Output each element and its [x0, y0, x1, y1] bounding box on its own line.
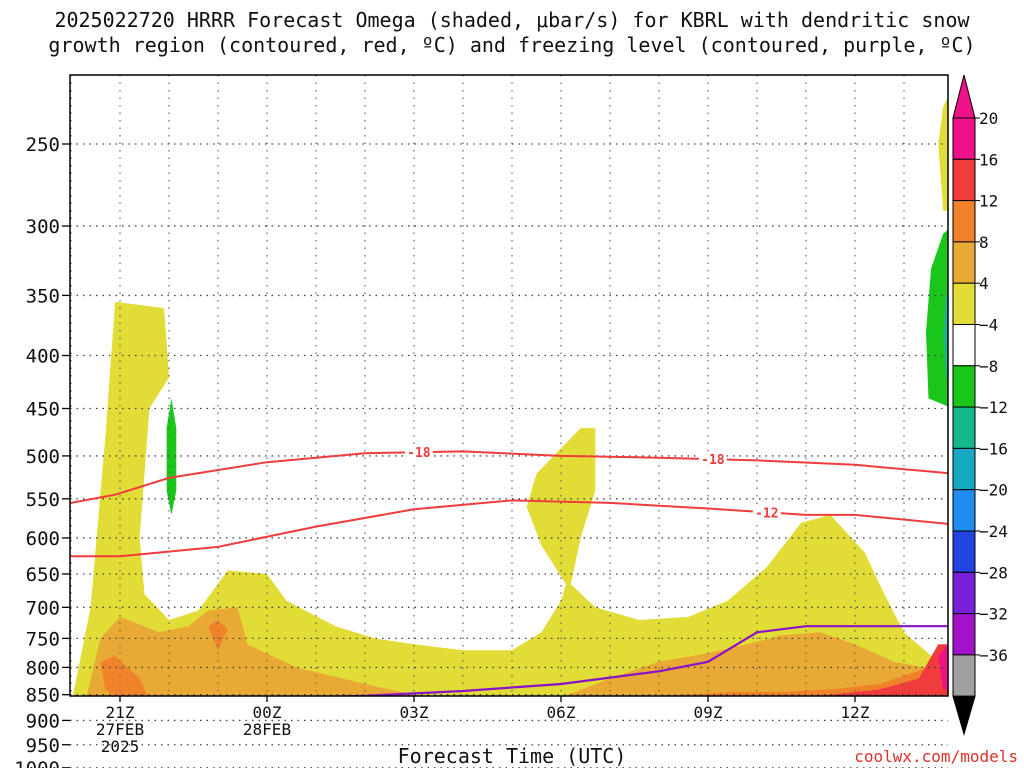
- omega-region--8: [166, 398, 177, 515]
- colorbar-label: −28: [979, 563, 1008, 582]
- colorbar-label: −32: [979, 605, 1008, 624]
- x-tick-label: 27FEB: [96, 720, 144, 739]
- omega-region-12: [100, 656, 148, 696]
- colorbar-label: −20: [979, 481, 1008, 500]
- colorbar-bin: [952, 241, 976, 284]
- omega-region--4: [189, 700, 243, 750]
- colorbar-label: 8: [979, 233, 989, 252]
- x-tick-label: 12Z: [841, 703, 870, 722]
- colorbar-label: 4: [979, 274, 989, 293]
- y-tick-label: 550: [26, 489, 60, 511]
- y-tick-label: 950: [26, 735, 60, 757]
- x-axis-label: Forecast Time (UTC): [397, 744, 627, 768]
- colorbar-bin: [952, 654, 976, 697]
- omega-region-8: [86, 607, 948, 696]
- colorbar-bin: [952, 571, 976, 615]
- freezing-level-line: [315, 625, 948, 696]
- site-credit: coolwx.com/models: [854, 747, 1018, 766]
- contour-lines: [70, 450, 948, 696]
- colorbar: 20 16 12 8 4 −4 −8 −12 −16 −20 −24 −28 −32 −36: [952, 74, 1008, 736]
- omega-region-12: [671, 662, 948, 696]
- colorbar-label: −16: [979, 439, 1008, 458]
- grid-lines: [70, 75, 948, 768]
- omega-region-4: [938, 96, 948, 211]
- dgz-label-bg: [752, 504, 781, 520]
- colorbar-bin: [952, 447, 976, 491]
- y-tick-label: 700: [26, 597, 60, 619]
- colorbar-label: −4: [979, 316, 998, 335]
- omega-region--8: [926, 229, 948, 407]
- colorbar-bin: [952, 117, 976, 160]
- dgz-contour--18: [70, 450, 948, 504]
- colorbar-label: 20: [979, 109, 998, 128]
- x-tick-label: 06Z: [547, 703, 576, 722]
- y-tick-label: 250: [26, 134, 60, 156]
- colorbar-bin: [952, 282, 976, 326]
- colorbar-bin: [952, 365, 976, 408]
- colorbar-bin: [952, 158, 976, 202]
- chart-title-line-2: growth region (contoured, red, ºC) and f…: [48, 33, 976, 57]
- dgz-label-bg: [404, 444, 433, 460]
- x-tick-label: 00Z: [253, 703, 282, 722]
- colorbar-bin: [952, 613, 976, 656]
- colorbar-label: 12: [979, 192, 998, 211]
- y-tick-label: 450: [26, 399, 60, 421]
- colorbar-label: −12: [979, 398, 1008, 417]
- y-tick-label: 300: [26, 216, 60, 238]
- colorbar-overflow-high: [952, 74, 976, 119]
- y-tick-label: 750: [26, 628, 60, 650]
- y-tick-label: 1000: [14, 758, 60, 768]
- dgz-label: -18: [407, 446, 431, 461]
- colorbar-label: −24: [979, 522, 1008, 541]
- y-tick-label: 500: [26, 446, 60, 468]
- x-tick-label: 09Z: [694, 703, 723, 722]
- colorbar-overflow-low: [952, 695, 976, 736]
- colorbar-bin: [952, 530, 976, 573]
- colorbar-bin: [952, 200, 976, 243]
- colorbar-bin: [952, 406, 976, 449]
- contour-labels: -18 -18 -12: [404, 444, 781, 521]
- omega-region-16: [806, 644, 948, 696]
- colorbar-bin: [952, 489, 976, 532]
- colorbar-label: −36: [979, 646, 1008, 665]
- y-axis: 250 300 350 400 450 500 550 600 650 700 750 800 850 9…: [14, 134, 70, 768]
- y-tick-label: 900: [26, 710, 60, 732]
- x-tick-label: 03Z: [400, 703, 429, 722]
- y-tick-label: 850: [26, 685, 60, 707]
- y-tick-label: 600: [26, 528, 60, 550]
- omega-region-12: [208, 620, 228, 651]
- x-tick-label: 28FEB: [243, 720, 291, 739]
- dgz-contour--12: [71, 499, 948, 558]
- y-tick-label: 800: [26, 657, 60, 679]
- colorbar-label: 16: [979, 150, 998, 169]
- x-tick-label: 21Z: [106, 703, 135, 722]
- dgz-label: -18: [701, 453, 725, 468]
- plot-frame: [69, 74, 949, 697]
- x-tick-label: 2025: [101, 737, 140, 756]
- y-tick-label: 350: [26, 285, 60, 307]
- omega-region--12: [943, 293, 948, 378]
- chart-title-line-1: 2025022720 HRRR Forecast Omega (shaded, …: [54, 8, 970, 32]
- colorbar-bin: [952, 324, 976, 367]
- y-tick-label: 400: [26, 346, 60, 368]
- dgz-label-bg: [698, 451, 727, 467]
- omega-region-20: [938, 644, 948, 690]
- colorbar-label: −8: [979, 357, 998, 376]
- dgz-label: -12: [755, 506, 778, 521]
- y-tick-label: 650: [26, 564, 60, 586]
